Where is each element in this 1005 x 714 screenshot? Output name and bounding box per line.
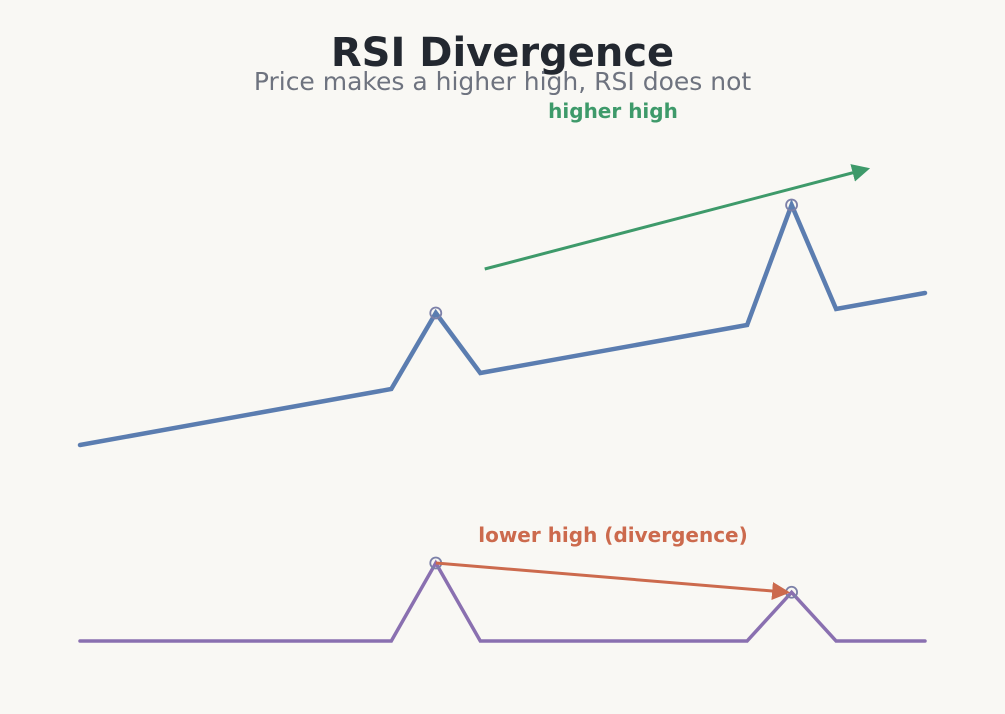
rsi-series-line bbox=[78, 559, 927, 643]
price-annotation-arrow bbox=[484, 164, 871, 271]
price-peak-marker-1 bbox=[429, 306, 443, 320]
rsi-annotation-arrow bbox=[435, 561, 791, 600]
chart-subtitle: Price makes a higher high, RSI does not bbox=[253, 67, 752, 96]
price-annotation-label: higher high bbox=[548, 99, 678, 123]
price-series-line bbox=[77, 198, 928, 448]
price-panel: higher high bbox=[77, 99, 928, 448]
rsi-annotation-label: lower high (divergence) bbox=[478, 523, 748, 547]
price-peak-marker-2 bbox=[785, 198, 798, 212]
rsi-panel: lower high (divergence) bbox=[78, 523, 927, 643]
chart-title: RSI Divergence bbox=[330, 30, 675, 76]
